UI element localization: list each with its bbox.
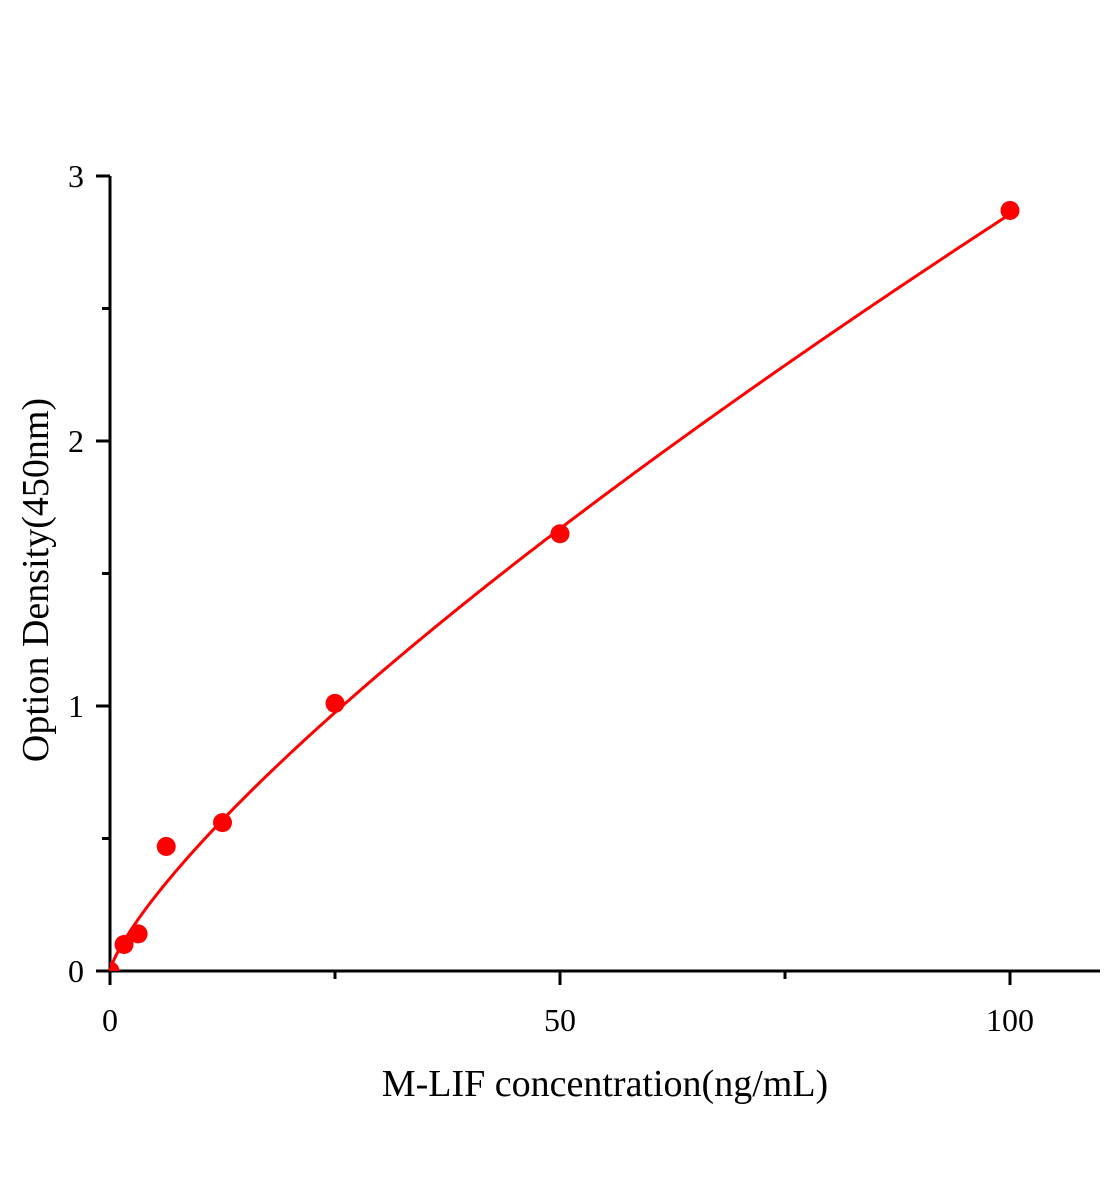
ticks: 0 50 100 0 1 2 3 <box>68 158 1034 1038</box>
y-tick-label: 0 <box>68 953 84 989</box>
y-tick-label: 1 <box>68 688 84 724</box>
data-point <box>213 813 232 833</box>
data-point <box>128 924 148 944</box>
x-tick-label: 100 <box>986 1002 1034 1038</box>
axes <box>108 176 1100 973</box>
data-point <box>156 836 176 856</box>
data-point <box>325 693 345 713</box>
y-axis-label: Option Density(450nm) <box>15 398 57 762</box>
x-tick-label: 0 <box>102 1002 118 1038</box>
y-tick-label: 3 <box>68 158 84 194</box>
x-tick-label: 50 <box>544 1002 576 1038</box>
data-points <box>110 200 1020 971</box>
fit-curve <box>108 212 1011 972</box>
data-point <box>114 935 134 954</box>
data-point <box>1000 200 1020 220</box>
data-point <box>110 961 120 971</box>
fit-curve-group <box>108 212 1011 972</box>
x-axis-label: M-LIF concentration(ng/mL) <box>382 1063 828 1105</box>
y-tick-label: 2 <box>68 423 84 459</box>
data-point <box>550 524 570 544</box>
